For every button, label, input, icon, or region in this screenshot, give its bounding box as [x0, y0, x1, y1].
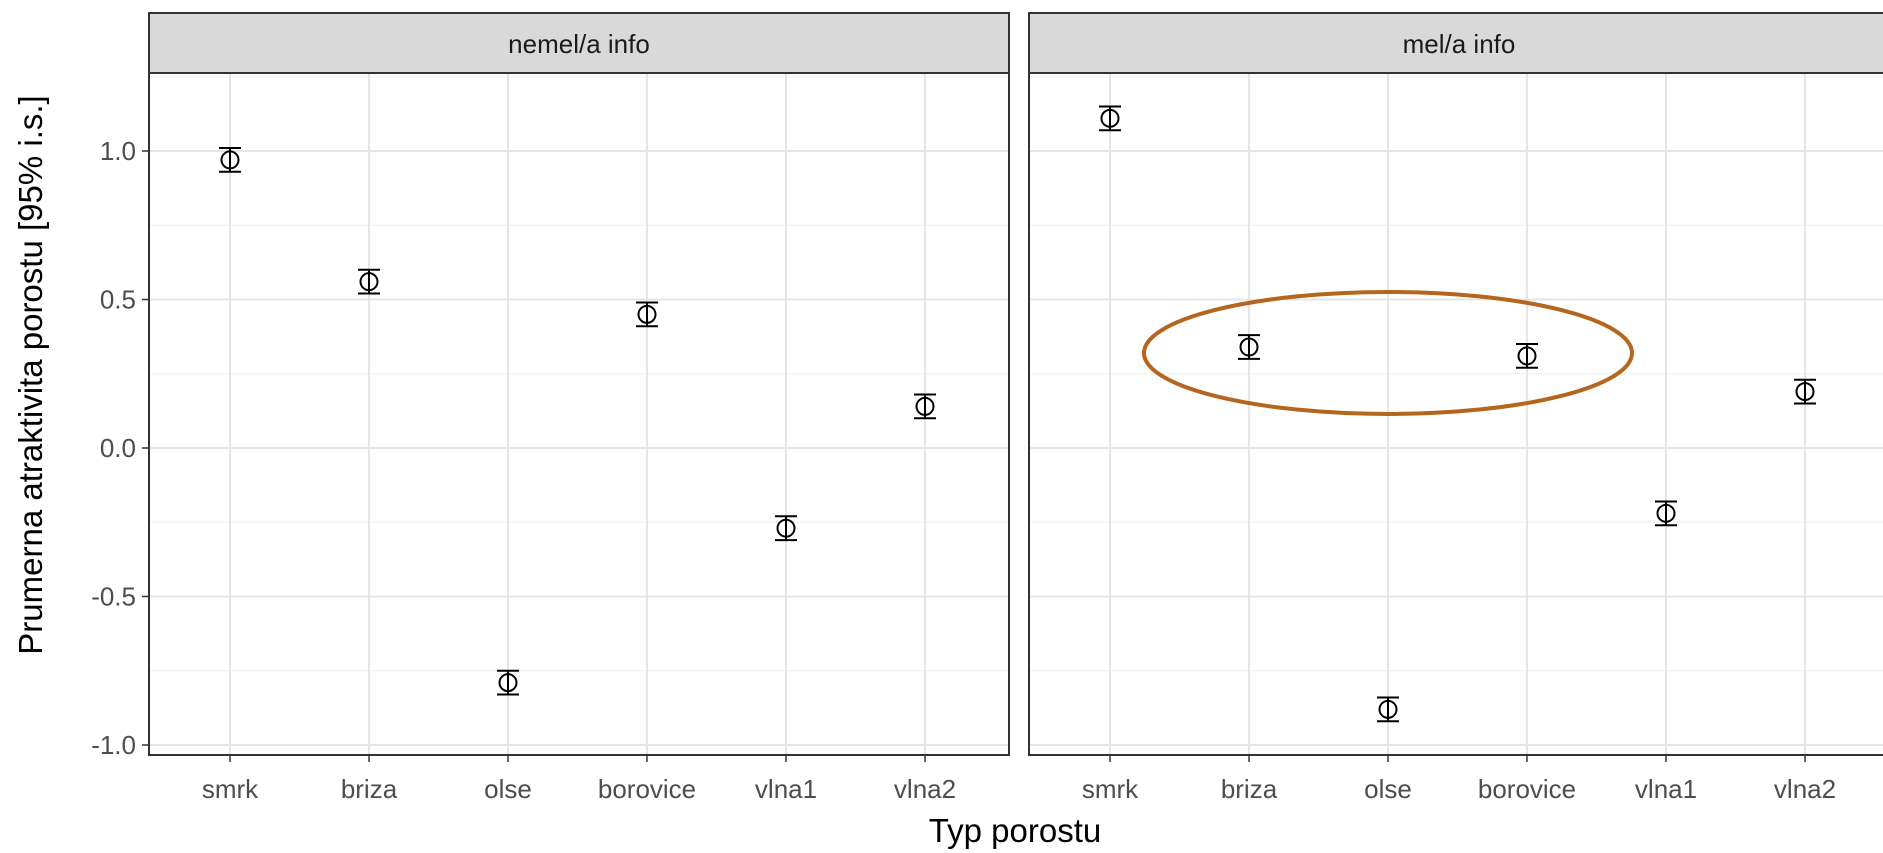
data-point-borovice [1516, 343, 1538, 369]
facet-strip-label: nemel/a info [508, 29, 650, 59]
data-point-marker [498, 673, 518, 693]
panel-background [149, 73, 1009, 755]
data-point-smrk [1099, 105, 1121, 132]
panel-border [1028, 72, 1883, 756]
x-tick-label: olse [1364, 774, 1412, 804]
data-point-vlna2 [914, 393, 936, 420]
facet-strip [148, 12, 1010, 74]
x-tick-label: briza [1221, 774, 1278, 804]
x-tick-label: briza [341, 774, 398, 804]
data-point-marker [637, 304, 657, 324]
data-point-briza [358, 268, 380, 295]
x-tick-label: vlna1 [1635, 774, 1697, 804]
y-axis-title: Prumerna atraktivita porostu [95% i.s.] [12, 95, 49, 654]
x-tick-label: vlna2 [894, 774, 956, 804]
y-tick-label: -1.0 [91, 730, 136, 760]
data-point-marker [1100, 108, 1120, 128]
data-point-marker [776, 518, 796, 538]
data-point-olse [497, 669, 519, 696]
x-tick-label: olse [484, 774, 532, 804]
data-point-marker [1239, 337, 1259, 357]
data-point-borovice [636, 301, 658, 328]
x-tick-label: vlna1 [755, 774, 817, 804]
data-point-olse [1377, 696, 1399, 723]
data-point-briza [1238, 334, 1260, 360]
x-tick-label: smrk [202, 774, 259, 804]
x-tick-label: borovice [598, 774, 696, 804]
facet-strip-label: mel/a info [1403, 29, 1516, 59]
highlight-ellipse [1142, 289, 1634, 416]
x-tick-label: borovice [1478, 774, 1576, 804]
data-point-smrk [219, 147, 241, 173]
data-point-vlna1 [775, 515, 797, 542]
y-tick-label: 0.0 [100, 433, 136, 463]
data-point-marker [1378, 699, 1398, 719]
x-tick-label: vlna2 [1774, 774, 1836, 804]
panel-border [148, 72, 1010, 756]
data-point-marker [1795, 382, 1815, 402]
panel-background [1029, 73, 1883, 755]
data-point-marker [915, 396, 935, 416]
facet-panel-1: nemel/a info smrk briza olse borovice vlna1 vl… [148, 12, 1010, 804]
facet-panels: nemel/a info smrk briza olse borovice vlna1 vl… [148, 12, 1883, 804]
facet-panel-2: mel/a info smrk briza olse borovice vlna1 vlna… [1028, 12, 1883, 804]
y-tick-label: 0.5 [100, 285, 136, 315]
data-point-marker [359, 272, 379, 292]
y-axis-ticks: -1.0 -0.5 0.0 0.5 1.0 [91, 136, 149, 760]
x-axis-title: Typ porostu [929, 812, 1101, 849]
y-tick-label: -0.5 [91, 582, 136, 612]
data-point-vlna2 [1794, 378, 1816, 405]
x-tick-label: smrk [1082, 774, 1139, 804]
data-point-marker [1517, 346, 1537, 366]
data-point-marker [1656, 503, 1676, 523]
data-point-vlna1 [1655, 500, 1677, 527]
data-point-marker [220, 150, 240, 170]
y-tick-label: 1.0 [100, 136, 136, 166]
